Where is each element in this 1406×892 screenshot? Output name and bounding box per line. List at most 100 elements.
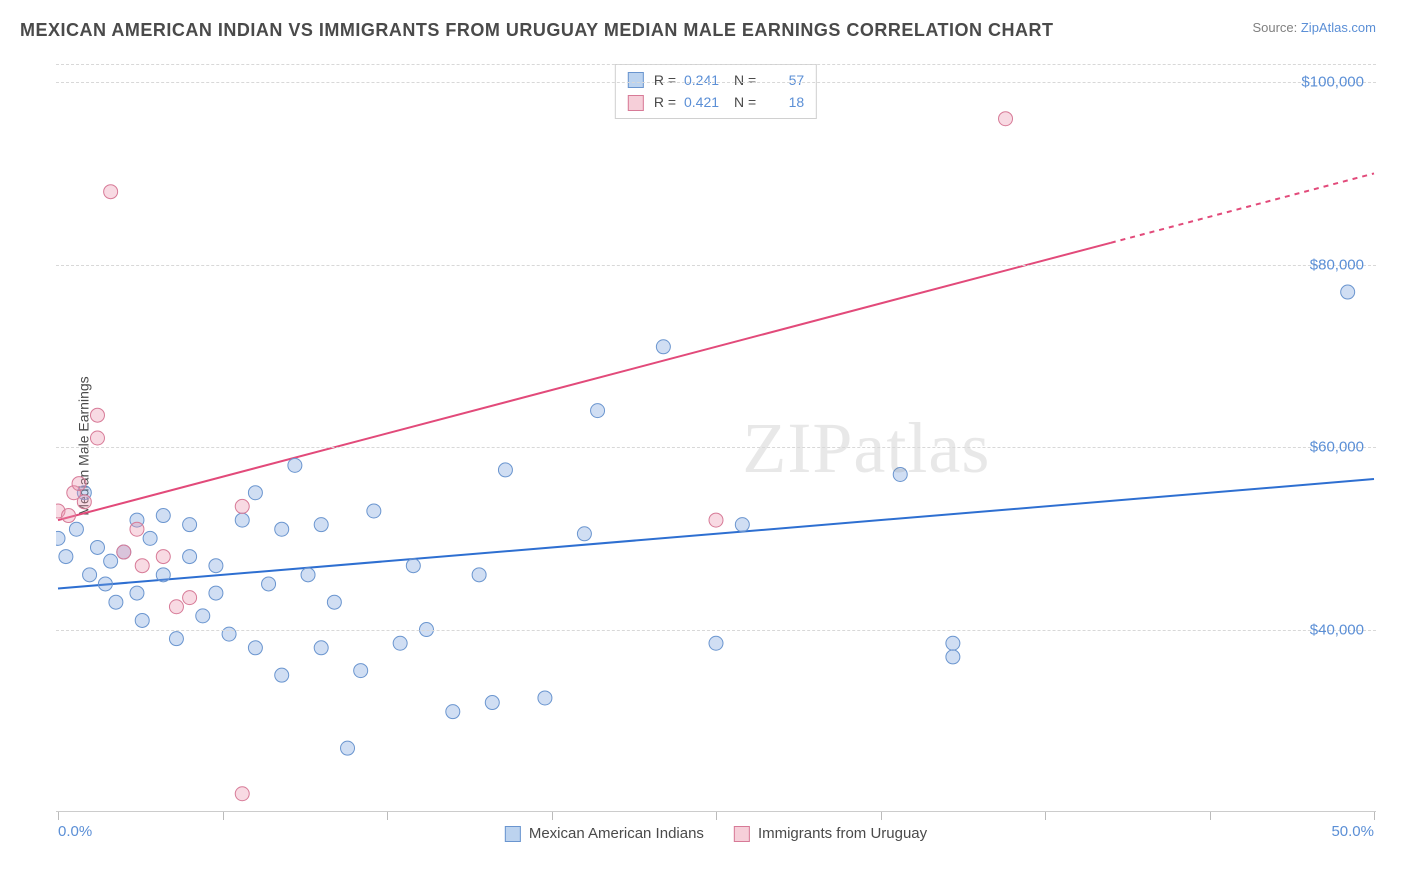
data-point: [472, 568, 486, 582]
data-point: [301, 568, 315, 582]
y-tick-label: $60,000: [1310, 439, 1364, 456]
y-tick-label: $100,000: [1301, 74, 1364, 91]
data-point: [735, 518, 749, 532]
data-point: [156, 550, 170, 564]
data-point: [183, 550, 197, 564]
data-point: [98, 577, 112, 591]
data-point: [59, 550, 73, 564]
gridline: [56, 265, 1376, 266]
x-tick-label: 50.0%: [1331, 823, 1374, 840]
data-point: [235, 787, 249, 801]
data-point: [90, 540, 104, 554]
x-tick: [58, 812, 59, 820]
data-point: [130, 522, 144, 536]
data-point: [143, 531, 157, 545]
x-tick: [716, 812, 717, 820]
data-point: [367, 504, 381, 518]
data-point: [83, 568, 97, 582]
data-point: [235, 499, 249, 513]
data-point: [1341, 285, 1355, 299]
data-point: [183, 591, 197, 605]
data-point: [288, 458, 302, 472]
data-point: [235, 513, 249, 527]
n-value: 57: [764, 69, 804, 91]
source-link[interactable]: ZipAtlas.com: [1301, 20, 1376, 35]
data-point: [104, 554, 118, 568]
data-point: [314, 518, 328, 532]
data-point: [327, 595, 341, 609]
data-point: [591, 404, 605, 418]
data-point: [893, 467, 907, 481]
data-point: [275, 522, 289, 536]
x-tick: [223, 812, 224, 820]
data-point: [248, 486, 262, 500]
plot-area: R =0.241N =57R =0.421N =18 ZIPatlas Mexi…: [56, 56, 1376, 836]
y-tick-label: $80,000: [1310, 256, 1364, 273]
gridline: [56, 64, 1376, 65]
data-point: [109, 595, 123, 609]
data-point: [999, 112, 1013, 126]
data-point: [72, 477, 86, 491]
data-point: [538, 691, 552, 705]
data-point: [209, 559, 223, 573]
data-point: [69, 522, 83, 536]
gridline: [56, 82, 1376, 83]
gridline: [56, 447, 1376, 448]
data-point: [135, 613, 149, 627]
data-point: [262, 577, 276, 591]
data-point: [117, 545, 131, 559]
data-point: [709, 513, 723, 527]
correlation-legend: R =0.241N =57R =0.421N =18: [615, 64, 817, 119]
y-tick-label: $40,000: [1310, 621, 1364, 638]
data-point: [90, 408, 104, 422]
data-point: [341, 741, 355, 755]
legend-label: Mexican American Indians: [529, 825, 704, 842]
gridline: [56, 630, 1376, 631]
data-point: [135, 559, 149, 573]
data-point: [498, 463, 512, 477]
data-point: [354, 664, 368, 678]
x-tick: [387, 812, 388, 820]
r-value: 0.421: [684, 91, 724, 113]
data-point: [393, 636, 407, 650]
data-point: [130, 586, 144, 600]
data-point: [446, 705, 460, 719]
data-point: [209, 586, 223, 600]
legend-swatch: [628, 72, 644, 88]
series-legend: Mexican American Indians Immigrants from …: [505, 825, 927, 842]
data-point: [248, 641, 262, 655]
data-point: [196, 609, 210, 623]
r-value: 0.241: [684, 69, 724, 91]
n-label: N =: [734, 69, 756, 91]
legend-label: Immigrants from Uruguay: [758, 825, 927, 842]
legend-stat-row: R =0.241N =57: [628, 69, 804, 91]
data-point: [485, 696, 499, 710]
data-point: [169, 600, 183, 614]
data-point: [169, 632, 183, 646]
n-label: N =: [734, 91, 756, 113]
data-point: [656, 340, 670, 354]
x-tick: [1045, 812, 1046, 820]
x-tick: [1374, 812, 1375, 820]
n-value: 18: [764, 91, 804, 113]
scatter-plot-svg: [56, 56, 1376, 836]
trend-line: [58, 243, 1111, 520]
data-point: [62, 509, 76, 523]
x-tick: [881, 812, 882, 820]
data-point: [314, 641, 328, 655]
data-point: [183, 518, 197, 532]
x-tick: [552, 812, 553, 820]
legend-item: Immigrants from Uruguay: [734, 825, 927, 842]
data-point: [406, 559, 420, 573]
source-label: Source: ZipAtlas.com: [1252, 20, 1376, 35]
data-point: [104, 185, 118, 199]
data-point: [946, 650, 960, 664]
legend-stat-row: R =0.421N =18: [628, 91, 804, 113]
data-point: [156, 568, 170, 582]
data-point: [946, 636, 960, 650]
legend-item: Mexican American Indians: [505, 825, 704, 842]
data-point: [577, 527, 591, 541]
data-point: [77, 495, 91, 509]
chart-title: MEXICAN AMERICAN INDIAN VS IMMIGRANTS FR…: [20, 20, 1054, 41]
source-prefix: Source:: [1252, 20, 1300, 35]
